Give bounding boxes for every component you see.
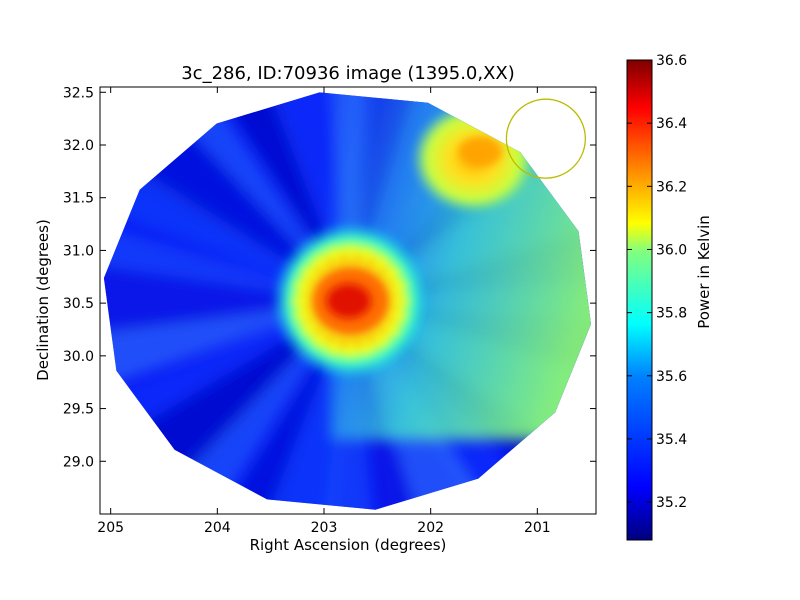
colorbar-tick-label: 35.2 [656, 495, 687, 511]
y-axis-label: Declination (degrees) [34, 219, 52, 381]
y-tick-label: 32.0 [63, 138, 94, 154]
ray [235, 301, 351, 510]
x-tick-label: 203 [311, 520, 338, 536]
colorbar-ticks: 35.2 35.4 35.6 35.8 36.0 36.2 36.4 36.6 [627, 53, 687, 511]
colorbar-label: Power in Kelvin [695, 215, 713, 329]
x-tick-label: 204 [204, 520, 231, 536]
colorbar-tick-label: 36.6 [656, 53, 687, 69]
y-tick-label: 32.5 [63, 85, 94, 101]
y-tick-label: 29.0 [63, 454, 94, 470]
ray [235, 92, 351, 302]
y-tick-label: 30.0 [63, 349, 94, 365]
source-secondary-peak [458, 136, 503, 167]
colorbar-tick-label: 35.8 [656, 306, 687, 322]
ray [103, 254, 351, 348]
colorbar-gradient-bar [626, 59, 653, 541]
x-tick-label: 205 [97, 520, 124, 536]
ray [313, 301, 388, 510]
x-axis: 205 204 203 202 201 [97, 87, 551, 536]
chart-title: 3c_286, ID:70936 image (1395.0,XX) [181, 63, 515, 84]
sources [270, 103, 536, 382]
colorbar-tick-label: 35.6 [656, 369, 687, 385]
plot-area [103, 92, 592, 510]
ray [187, 301, 351, 510]
colorbar-tick-label: 36.0 [656, 242, 687, 258]
colorbar-tick-label: 35.4 [656, 432, 687, 448]
y-tick-label: 29.5 [63, 402, 94, 418]
y-tick-label: 30.5 [63, 296, 94, 312]
ray [179, 92, 351, 302]
field-disc [103, 92, 592, 510]
x-tick-label: 201 [524, 520, 551, 536]
x-tick-label: 202 [417, 520, 444, 536]
y-tick-label: 31.0 [63, 243, 94, 259]
plot-frame [99, 86, 597, 515]
y-tick-label: 31.5 [63, 191, 94, 207]
beam-marker-circle [505, 98, 586, 179]
y-axis: 29.0 29.5 30.0 30.5 31.0 31.5 32.0 32.5 [63, 85, 596, 470]
colorbar-tick-label: 36.4 [656, 116, 687, 132]
source-central-peak [326, 284, 371, 319]
colorbar-tick-label: 36.2 [656, 179, 687, 195]
x-axis-label: Right Ascension (degrees) [250, 536, 447, 554]
colorbar: 35.2 35.4 35.6 35.8 36.0 36.2 36.4 36.6 Power i… [626, 53, 713, 541]
